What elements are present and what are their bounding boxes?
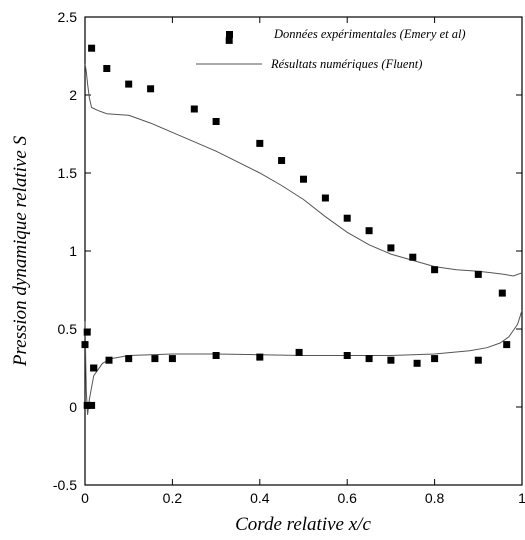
data-point (125, 80, 133, 88)
y-tick-label: 2 (69, 87, 77, 103)
data-point (212, 118, 220, 125)
data-point (168, 355, 176, 363)
data-point (300, 175, 307, 183)
data-point (343, 214, 351, 222)
data-point (387, 244, 395, 252)
legend-label-numerical: Résultats numériques (Fluent) (270, 57, 422, 71)
data-point (83, 401, 91, 409)
y-tick-label: -0.5 (53, 477, 77, 493)
x-axis-title: Corde relative x/c (235, 514, 371, 535)
data-point (103, 65, 111, 72)
data-point (387, 356, 395, 364)
y-axis-title: Pression dynamique relative S (10, 135, 31, 367)
data-point (498, 289, 506, 297)
data-point (409, 253, 417, 261)
data-point (256, 353, 264, 361)
data-point (105, 356, 113, 364)
data-point (365, 227, 373, 235)
legend-label-experimental: Données expérimentales (Emery et al) (273, 27, 466, 41)
x-tick-label: 0.4 (250, 490, 270, 506)
data-point (295, 348, 303, 356)
data-point (81, 341, 89, 349)
y-tick-label: 2.5 (58, 9, 78, 25)
legend-marker-experimental (226, 31, 233, 38)
data-point (343, 352, 351, 359)
data-point (413, 359, 421, 367)
x-tick-label: 1 (518, 490, 525, 506)
data-point (474, 356, 482, 364)
data-point (431, 355, 439, 363)
data-point (88, 401, 96, 409)
legend: Données expérimentales (Emery et al) Rés… (196, 27, 466, 71)
data-point (321, 194, 329, 202)
data-point (503, 341, 511, 349)
x-tick-label: 0.2 (163, 490, 183, 506)
data-point (90, 364, 98, 372)
data-point (88, 44, 96, 52)
data-point (125, 355, 133, 363)
data-point (83, 328, 91, 336)
series-layer (81, 36, 523, 415)
y-tick-label: 0.5 (58, 321, 78, 337)
numerical-line-segment-0 (84, 63, 523, 277)
data-point (365, 355, 373, 363)
data-point (474, 270, 482, 278)
data-point (147, 85, 155, 93)
data-point (212, 352, 220, 359)
y-tick-label: 1 (69, 243, 77, 259)
y-tick-label: 1.5 (58, 165, 78, 181)
data-point (256, 139, 264, 147)
numerical-line-segment-1 (84, 310, 523, 415)
y-tick-label: 0 (69, 399, 77, 415)
x-tick-label: 0.8 (425, 490, 445, 506)
data-point (151, 355, 159, 363)
data-point (225, 36, 233, 44)
x-tick-label: 0.6 (337, 490, 357, 506)
ticks-layer: 0 0.2 0.4 0.6 0.8 1-0.500.511.522.5 (53, 9, 525, 506)
data-point (278, 157, 286, 164)
data-point (431, 266, 439, 274)
data-point (190, 105, 198, 113)
x-tick-label: 0 (81, 490, 89, 506)
